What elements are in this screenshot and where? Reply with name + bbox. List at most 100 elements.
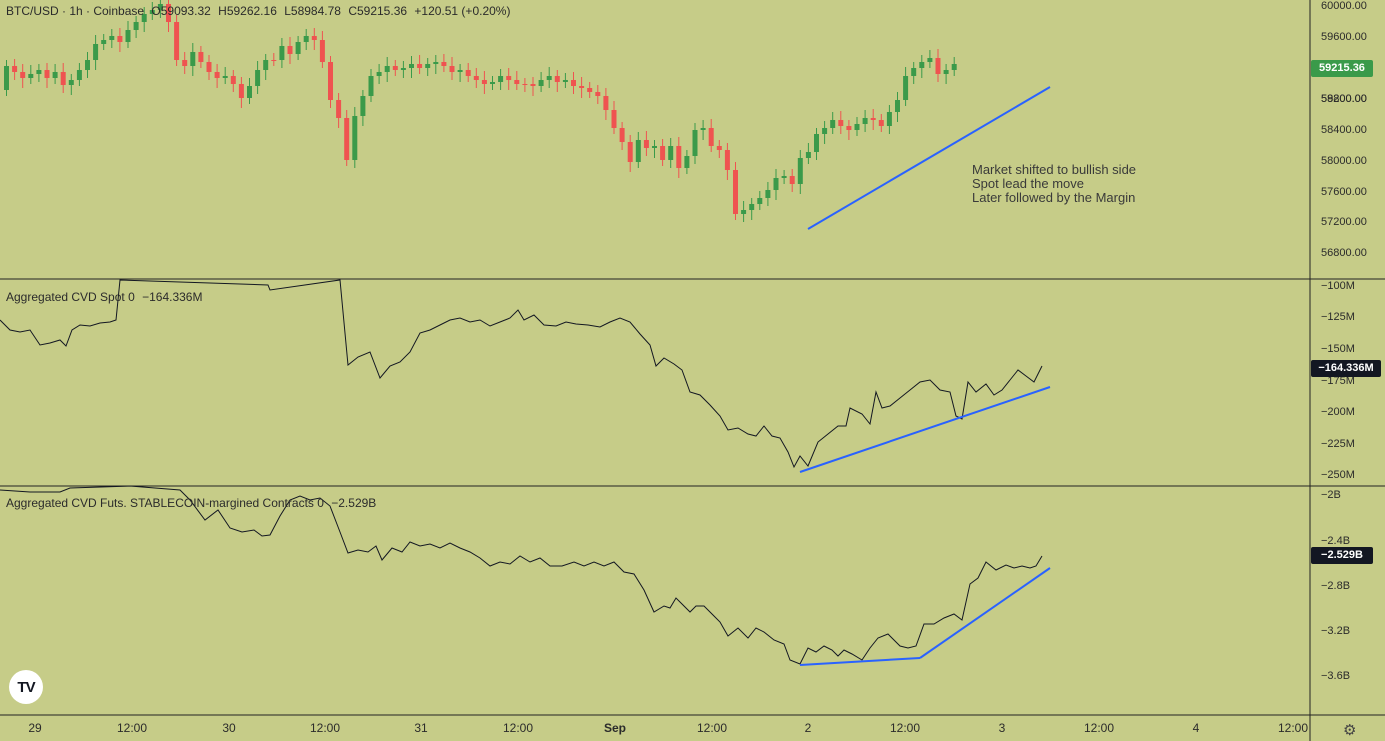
candle-body <box>198 52 204 62</box>
candle-body <box>360 96 366 116</box>
spot-legend[interactable]: Aggregated CVD Spot 0 −164.336M <box>6 290 202 304</box>
price-tick: 59600.00 <box>1321 31 1367 43</box>
time-tick: Sep <box>603 721 627 735</box>
candle-body <box>911 68 917 76</box>
candle-body <box>125 30 131 42</box>
candle-body <box>157 4 163 10</box>
gear-icon[interactable]: ⚙ <box>1343 722 1357 739</box>
cvd-spot-line <box>0 279 1043 469</box>
spot-tick: −225M <box>1321 438 1355 450</box>
candle-body <box>12 66 18 72</box>
spot-tick: −250M <box>1321 469 1355 481</box>
price-tick: 58000.00 <box>1321 155 1367 167</box>
candle-body <box>76 70 82 80</box>
spot-tick: −125M <box>1321 311 1355 323</box>
candle-body <box>336 100 342 118</box>
annotation-line: Market shifted to bullish side <box>972 162 1137 177</box>
candle-body <box>222 76 228 78</box>
candle-body <box>93 44 99 60</box>
candle-body <box>352 116 358 160</box>
candle-body <box>530 84 536 86</box>
candle-body <box>741 210 747 214</box>
chart-annotation[interactable]: Market shifted to bullish side Spot lead… <box>972 163 1136 205</box>
tradingview-logo[interactable]: TV <box>9 670 43 704</box>
candle-body <box>457 70 463 72</box>
spot-legend-name: Aggregated CVD Spot 0 <box>6 290 135 304</box>
candle-body <box>117 36 123 42</box>
candle-body <box>886 112 892 126</box>
candle-body <box>149 10 155 14</box>
candle-body <box>546 76 552 80</box>
candle-body <box>417 64 423 68</box>
time-tick: 2 <box>804 721 812 735</box>
candle-body <box>611 110 617 128</box>
candle-body <box>214 72 220 78</box>
trendline <box>799 386 1051 473</box>
open-value: 59093.32 <box>160 4 211 18</box>
candle-body <box>20 72 26 78</box>
candle-body <box>52 72 58 78</box>
time-tick: 12:00 <box>889 721 921 735</box>
candle-body <box>319 40 325 62</box>
candle-body <box>295 42 301 54</box>
price-tick: 58400.00 <box>1321 124 1367 136</box>
time-tick: 3 <box>998 721 1006 735</box>
time-tick: 12:00 <box>1277 721 1309 735</box>
candle-body <box>498 76 504 82</box>
candle-body <box>109 36 115 40</box>
candle-body <box>603 96 609 110</box>
candle-body <box>481 80 487 84</box>
cvd-futs-line <box>0 485 1043 665</box>
symbol-label[interactable]: BTC/USD · 1h · Coinbase <box>6 4 145 18</box>
candle-body <box>465 70 471 76</box>
candle-body <box>716 146 722 150</box>
candle-body <box>838 120 844 126</box>
time-tick: 12:00 <box>696 721 728 735</box>
candle-body <box>400 68 406 70</box>
candle-body <box>255 70 261 86</box>
candle-body <box>328 62 333 100</box>
spot-last-tag: −164.336M <box>1311 360 1381 377</box>
candle-body <box>311 36 317 40</box>
spot-tick: −100M <box>1321 280 1355 292</box>
low-value: 58984.78 <box>290 4 341 18</box>
open-label: O <box>151 4 161 18</box>
candle-body <box>287 46 293 54</box>
annotation-line: Later followed by the Margin <box>972 190 1136 205</box>
candle-body <box>749 204 755 210</box>
candle-body <box>797 158 803 184</box>
candle-body <box>384 66 390 72</box>
candle-body <box>441 62 447 66</box>
candle-body <box>830 120 836 128</box>
candle-body <box>376 72 382 76</box>
candle-body <box>433 62 439 64</box>
close-label: C <box>348 4 357 18</box>
last-price-tag: 59215.36 <box>1311 60 1373 77</box>
futs-tick: −3.6B <box>1321 670 1351 682</box>
futs-tick: −3.2B <box>1321 625 1351 637</box>
candle-body <box>814 134 819 152</box>
candle-body <box>862 118 868 124</box>
candle-body <box>781 176 787 178</box>
candle-body <box>473 76 479 80</box>
spot-tick: −175M <box>1321 375 1355 387</box>
futs-last-tag: −2.529B <box>1311 547 1373 564</box>
candle-body <box>627 142 633 162</box>
candle-body <box>708 128 714 146</box>
close-value: 59215.36 <box>356 4 408 18</box>
time-tick: 12:00 <box>309 721 341 735</box>
futs-legend[interactable]: Aggregated CVD Futs. STABLECOIN-margined… <box>6 496 376 510</box>
time-tick: 12:00 <box>1083 721 1115 735</box>
candle-body <box>506 76 512 80</box>
candle-body <box>878 120 884 126</box>
candle-body <box>238 84 244 98</box>
candle-body <box>263 60 269 70</box>
candle-body <box>619 128 625 142</box>
candle-body <box>247 86 252 98</box>
candle-body <box>182 60 188 66</box>
high-label: H <box>218 4 227 18</box>
candle-body <box>903 76 909 100</box>
futs-legend-value: −2.529B <box>331 496 377 510</box>
candle-body <box>676 146 682 168</box>
